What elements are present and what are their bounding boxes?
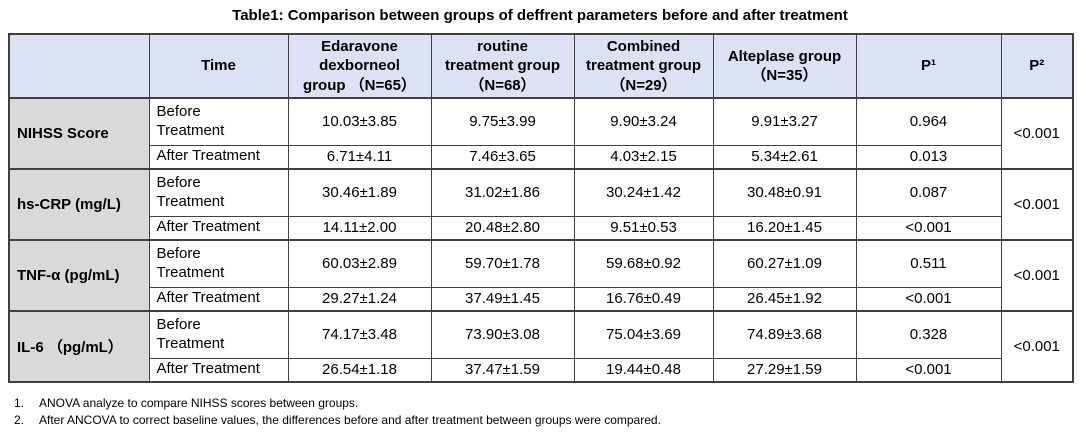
p2-cell: <0.001 xyxy=(1000,239,1074,312)
col-header-time: Time xyxy=(148,33,289,99)
row-header-il6: IL-6 （pg/mL） xyxy=(8,310,150,383)
value-cell: 59.68±0.92 xyxy=(573,239,714,288)
value-cell: 26.54±1.18 xyxy=(287,357,432,383)
value-cell: 19.44±0.48 xyxy=(573,357,714,383)
value-cell: 6.71±4.11 xyxy=(287,144,432,170)
value-cell: 9.75±3.99 xyxy=(430,97,575,146)
time-cell: After Treatment xyxy=(148,215,289,241)
p2-cell: <0.001 xyxy=(1000,97,1074,170)
col-header-p2: P² xyxy=(1000,33,1074,99)
value-cell: 74.89±3.68 xyxy=(712,310,857,359)
table-row: After Treatment 29.27±1.24 37.49±1.45 16… xyxy=(9,286,1073,312)
footnote-text: After ANCOVA to correct baseline values,… xyxy=(39,413,661,427)
footnotes: 1. ANOVA analyze to compare NIHSS scores… xyxy=(14,395,1080,429)
value-cell: 30.48±0.91 xyxy=(712,168,857,217)
value-cell: 5.34±2.61 xyxy=(712,144,857,170)
header-row: Time Edaravone dexborneol group （N=65） r… xyxy=(8,33,1074,99)
time-cell: After Treatment xyxy=(148,144,289,170)
col-header-parameter xyxy=(8,33,150,99)
time-cell: Before Treatment xyxy=(148,168,289,217)
footnote-2: 2. After ANCOVA to correct baseline valu… xyxy=(14,412,1080,429)
p1-cell: <0.001 xyxy=(855,357,1002,383)
value-cell: 9.51±0.53 xyxy=(573,215,714,241)
table-row: IL-6 （pg/mL） Before Treatment 74.17±3.48… xyxy=(8,310,1074,383)
time-cell: After Treatment xyxy=(148,286,289,312)
value-cell: 9.91±3.27 xyxy=(712,97,857,146)
value-cell: 73.90±3.08 xyxy=(430,310,575,359)
value-cell: 4.03±2.15 xyxy=(573,144,714,170)
page: Table1: Comparison between groups of def… xyxy=(0,7,1080,429)
col-header-routine-group: routine treatment group （N=68） xyxy=(430,33,575,99)
p1-cell: 0.511 xyxy=(855,239,1002,288)
p1-cell: <0.001 xyxy=(855,286,1002,312)
table-row: NIHSS Score Before Treatment 10.03±3.85 … xyxy=(8,97,1074,170)
p1-cell: 0.013 xyxy=(855,144,1002,170)
value-cell: 37.47±1.59 xyxy=(430,357,575,383)
value-cell: 59.70±1.78 xyxy=(430,239,575,288)
value-cell: 30.24±1.42 xyxy=(573,168,714,217)
value-cell: 9.90±3.24 xyxy=(573,97,714,146)
table-row: After Treatment 26.54±1.18 37.47±1.59 19… xyxy=(9,357,1073,383)
footnote-1: 1. ANOVA analyze to compare NIHSS scores… xyxy=(14,395,1080,412)
table-row: After Treatment 14.11±2.00 20.48±2.80 9.… xyxy=(9,215,1073,241)
value-cell: 74.17±3.48 xyxy=(287,310,432,359)
col-header-edaravone-group: Edaravone dexborneol group （N=65） xyxy=(287,33,432,99)
col-header-p1: P¹ xyxy=(855,33,1002,99)
value-cell: 27.29±1.59 xyxy=(712,357,857,383)
value-cell: 29.27±1.24 xyxy=(287,286,432,312)
time-cell: Before Treatment xyxy=(148,310,289,359)
row-header-hscrp: hs-CRP (mg/L) xyxy=(8,168,150,241)
p2-cell: <0.001 xyxy=(1000,310,1074,383)
row-header-tnf: TNF-α (pg/mL) xyxy=(8,239,150,312)
footnote-number: 2. xyxy=(14,413,25,427)
row-header-nihss: NIHSS Score xyxy=(8,97,150,170)
value-cell: 7.46±3.65 xyxy=(430,144,575,170)
table-row: After Treatment 6.71±4.11 7.46±3.65 4.03… xyxy=(9,144,1073,170)
col-header-combined-group: Combined treatment group （N=29） xyxy=(573,33,714,99)
value-cell: 14.11±2.00 xyxy=(287,215,432,241)
p2-cell: <0.001 xyxy=(1000,168,1074,241)
value-cell: 20.48±2.80 xyxy=(430,215,575,241)
comparison-table: Time Edaravone dexborneol group （N=65） r… xyxy=(8,33,1074,383)
value-cell: 60.03±2.89 xyxy=(287,239,432,288)
value-cell: 16.76±0.49 xyxy=(573,286,714,312)
value-cell: 75.04±3.69 xyxy=(573,310,714,359)
time-cell: Before Treatment xyxy=(148,239,289,288)
value-cell: 31.02±1.86 xyxy=(430,168,575,217)
value-cell: 60.27±1.09 xyxy=(712,239,857,288)
table-title: Table1: Comparison between groups of def… xyxy=(232,7,848,24)
p1-cell: 0.328 xyxy=(855,310,1002,359)
value-cell: 26.45±1.92 xyxy=(712,286,857,312)
time-cell: Before Treatment xyxy=(148,97,289,146)
value-cell: 30.46±1.89 xyxy=(287,168,432,217)
table-row: hs-CRP (mg/L) Before Treatment 30.46±1.8… xyxy=(8,168,1074,241)
table-row: TNF-α (pg/mL) Before Treatment 60.03±2.8… xyxy=(8,239,1074,312)
p1-cell: <0.001 xyxy=(855,215,1002,241)
p1-cell: 0.964 xyxy=(855,97,1002,146)
time-cell: After Treatment xyxy=(148,357,289,383)
value-cell: 37.49±1.45 xyxy=(430,286,575,312)
footnote-number: 1. xyxy=(14,396,25,410)
p1-cell: 0.087 xyxy=(855,168,1002,217)
value-cell: 16.20±1.45 xyxy=(712,215,857,241)
value-cell: 10.03±3.85 xyxy=(287,97,432,146)
footnote-text: ANOVA analyze to compare NIHSS scores be… xyxy=(39,396,359,410)
col-header-alteplase-group: Alteplase group （N=35） xyxy=(712,33,857,99)
